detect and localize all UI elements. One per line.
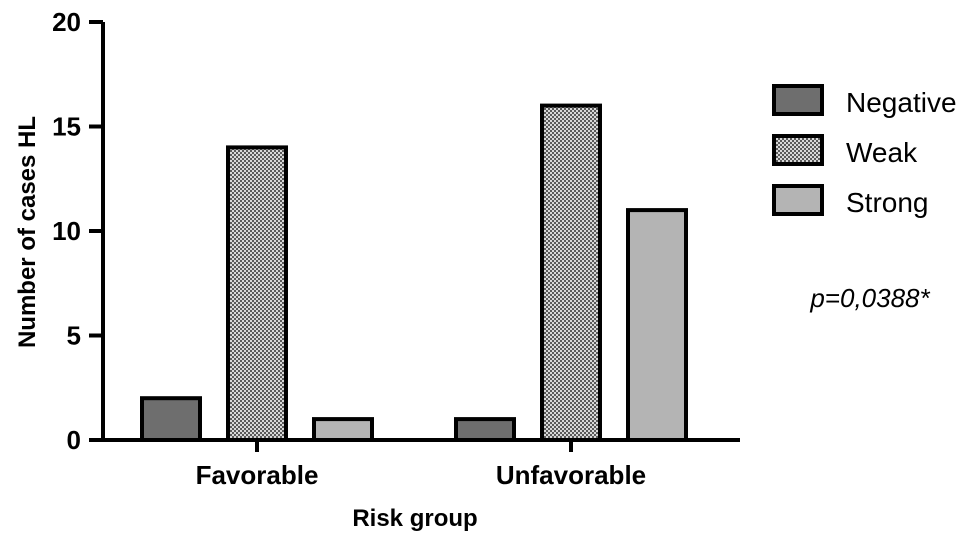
x-tick-label: Unfavorable [496, 460, 646, 490]
bar-strong-favorable [312, 417, 374, 443]
legend-swatch-negative [772, 84, 824, 116]
y-tick-label: 5 [67, 321, 81, 351]
legend-label-weak: Weak [846, 137, 918, 168]
legend-label-strong: Strong [846, 187, 929, 218]
p-value-annotation: p=0,0388* [809, 283, 930, 313]
legend-swatch-strong [772, 184, 824, 216]
y-axis-title: Number of cases HL [14, 116, 41, 348]
bar-negative-unfavorable [454, 417, 516, 443]
x-tick-label: Favorable [196, 460, 319, 490]
bar-strong-unfavorable [626, 208, 688, 442]
x-axis-title: Risk group [352, 505, 477, 532]
legend: Negative Weak Strong [772, 84, 957, 218]
bar-negative-favorable [140, 396, 202, 443]
y-tick-label: 0 [67, 425, 81, 455]
y-tick-label: 10 [52, 216, 81, 246]
legend-label-negative: Negative [846, 87, 957, 118]
bar-weak-favorable [226, 145, 288, 442]
y-tick-label: 20 [52, 7, 81, 37]
bar-weak-unfavorable [540, 103, 602, 442]
plot-area: 0 5 10 15 20 Favorable Unfavorable [52, 7, 740, 490]
y-tick-label: 15 [52, 112, 81, 142]
legend-swatch-weak [772, 134, 824, 166]
